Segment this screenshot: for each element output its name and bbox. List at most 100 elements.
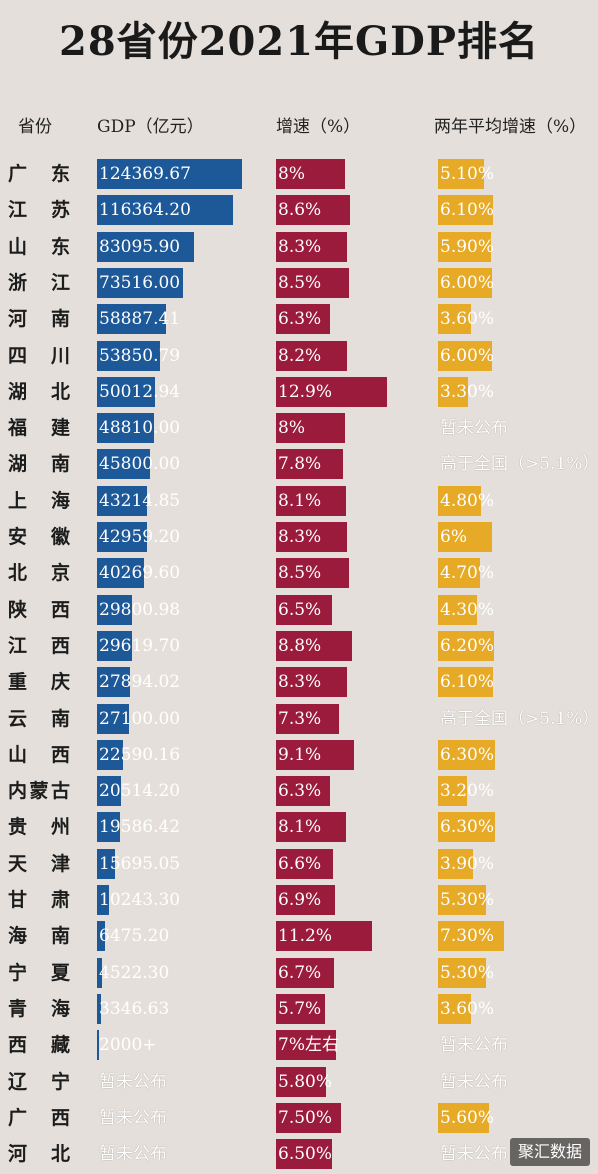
growth-bar (276, 740, 355, 770)
province-name: 宁 夏 (8, 962, 70, 984)
avg-growth-value: 7.30% (440, 926, 495, 946)
province-name: 青 海 (8, 998, 70, 1020)
growth-bar (276, 812, 346, 842)
avg-growth-value: 6.30% (440, 745, 495, 765)
province-name: 重 庆 (8, 671, 70, 693)
growth-bar (276, 341, 347, 371)
gdp-value: 29800.98 (99, 600, 181, 620)
gdp-value: 6475.20 (99, 926, 170, 946)
province-name: 辽 宁 (8, 1071, 70, 1093)
province-name: 西 藏 (8, 1034, 70, 1056)
growth-value: 11.2% (278, 926, 333, 946)
avg-growth-bar (438, 377, 468, 407)
growth-value: 8.6% (278, 200, 322, 220)
avg-growth-value: 5.10% (440, 164, 495, 184)
growth-value: 8% (278, 164, 305, 184)
avg-growth-value: 高于全国（>5.1%） (440, 454, 598, 474)
gdp-bar (97, 304, 166, 334)
avg-growth-bar (438, 522, 493, 552)
growth-value: 6.3% (278, 781, 322, 801)
growth-value: 6.50% (278, 1144, 333, 1164)
avg-growth-value: 3.20% (440, 781, 495, 801)
growth-value: 6.7% (278, 963, 322, 983)
growth-bar (276, 413, 345, 443)
growth-bar (276, 776, 331, 806)
header-province: 省份 (18, 117, 52, 137)
province-name: 甘 肃 (8, 889, 70, 911)
avg-growth-bar (438, 486, 482, 516)
growth-value: 6.3% (278, 309, 322, 329)
growth-bar (276, 449, 344, 479)
gdp-bar (97, 958, 103, 988)
growth-bar (276, 1139, 332, 1169)
avg-growth-value: 6.00% (440, 273, 495, 293)
gdp-value: 暂未公布 (99, 1108, 167, 1128)
gdp-bar (97, 413, 154, 443)
gdp-bar (97, 558, 144, 588)
growth-bar (276, 631, 352, 661)
avg-growth-bar (438, 885, 486, 915)
province-name: 江 西 (8, 635, 70, 657)
avg-growth-value: 5.30% (440, 963, 495, 983)
avg-growth-bar (438, 812, 495, 842)
gdp-value: 27100.00 (99, 709, 181, 729)
gdp-bar (97, 667, 130, 697)
province-name: 广 东 (8, 163, 70, 185)
avg-growth-value: 4.70% (440, 563, 495, 583)
avg-growth-value: 4.30% (440, 600, 495, 620)
gdp-value: 73516.00 (99, 273, 181, 293)
province-name: 北 京 (8, 562, 70, 584)
growth-value: 8% (278, 418, 305, 438)
growth-value: 8.3% (278, 527, 322, 547)
growth-bar (276, 377, 387, 407)
gdp-bar (97, 268, 183, 298)
province-name: 浙 江 (8, 272, 70, 294)
province-name: 安 徽 (8, 526, 70, 548)
avg-growth-value: 3.30% (440, 382, 495, 402)
province-name: 山 西 (8, 744, 70, 766)
growth-bar (276, 558, 350, 588)
gdp-value: 2000+ (99, 1035, 157, 1055)
avg-growth-value: 暂未公布 (440, 1035, 508, 1055)
header-growth: 增速（%） (276, 117, 361, 137)
gdp-bar (97, 595, 132, 625)
growth-value: 8.3% (278, 672, 322, 692)
avg-growth-value: 6.30% (440, 817, 495, 837)
avg-growth-value: 6.10% (440, 200, 495, 220)
avg-growth-value: 5.60% (440, 1108, 495, 1128)
gdp-bar (97, 522, 148, 552)
gdp-value: 43214.85 (99, 491, 181, 511)
avg-growth-bar (438, 1103, 489, 1133)
source-watermark: 聚汇数据 (509, 1138, 590, 1166)
gdp-bar (97, 849, 116, 879)
avg-growth-value: 6.00% (440, 346, 495, 366)
avg-growth-value: 暂未公布 (440, 1072, 508, 1092)
growth-value: 6.5% (278, 600, 322, 620)
growth-value: 8.1% (278, 491, 322, 511)
growth-value: 8.3% (278, 237, 322, 257)
growth-bar (276, 921, 373, 951)
avg-growth-bar (438, 740, 495, 770)
avg-growth-bar (438, 341, 493, 371)
avg-growth-bar (438, 667, 494, 697)
growth-value: 6.9% (278, 890, 322, 910)
gdp-value: 19586.42 (99, 817, 181, 837)
gdp-value: 50012.94 (99, 382, 181, 402)
growth-bar (276, 159, 345, 189)
gdp-value: 48810.00 (99, 418, 181, 438)
growth-bar (276, 849, 333, 879)
growth-bar (276, 958, 334, 988)
growth-value: 9.1% (278, 745, 322, 765)
gdp-value: 3346.63 (99, 999, 170, 1019)
avg-growth-value: 6.10% (440, 672, 495, 692)
avg-growth-bar (438, 849, 474, 879)
growth-bar (276, 195, 350, 225)
gdp-bar (97, 232, 194, 262)
avg-growth-value: 6% (440, 527, 467, 547)
gdp-value: 53850.79 (99, 346, 181, 366)
growth-value: 8.2% (278, 346, 322, 366)
gdp-value: 10243.30 (99, 890, 181, 910)
growth-bar (276, 232, 348, 262)
avg-growth-bar (438, 232, 492, 262)
avg-growth-bar (438, 631, 495, 661)
